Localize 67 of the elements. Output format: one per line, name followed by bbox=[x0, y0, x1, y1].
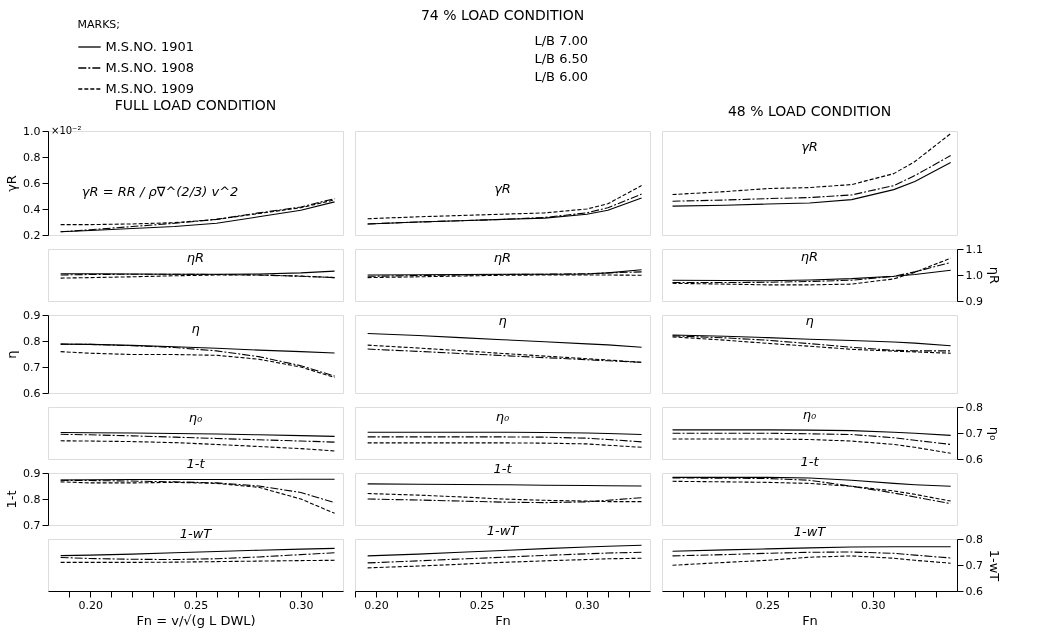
y-axis-title: γR bbox=[4, 175, 20, 192]
y-axis-title: 1-wT bbox=[986, 549, 1002, 582]
y-tick-label: 0.8 bbox=[23, 492, 41, 506]
annotation: ηR bbox=[493, 249, 512, 265]
annotation: 1-t bbox=[186, 456, 206, 472]
y-axis-title: 1-t bbox=[4, 490, 20, 509]
y-tick-label: 0.7 bbox=[23, 360, 41, 374]
y-axis-title: ηR bbox=[986, 266, 1002, 285]
annotation: ×10⁻² bbox=[51, 125, 82, 136]
y-tick-label: 0.6 bbox=[23, 176, 41, 190]
y-tick-label: 0.9 bbox=[965, 294, 983, 308]
text: L/B 7.00 bbox=[534, 33, 589, 48]
y-tick-label: 0.8 bbox=[23, 334, 41, 348]
y-tick-label: 0.7 bbox=[965, 426, 983, 440]
legend-title: MARKS; bbox=[77, 18, 121, 31]
chart-title: 48 % LOAD CONDITION bbox=[727, 103, 892, 119]
y-axis-title: η₀ bbox=[986, 426, 1002, 441]
annotation: η₀ bbox=[802, 406, 818, 422]
x-tick-label: 0.25 bbox=[755, 598, 781, 612]
annotation: 1-wT bbox=[486, 523, 520, 539]
annotation: η bbox=[805, 313, 814, 329]
y-tick-label: 1.1 bbox=[965, 242, 983, 256]
annotation: η₀ bbox=[188, 409, 204, 425]
x-axis-title: Fn bbox=[495, 612, 511, 628]
legend-label: M.S.NO. 1909 bbox=[105, 81, 195, 96]
y-tick-label: 0.4 bbox=[23, 202, 41, 216]
x-tick-label: 0.20 bbox=[78, 598, 103, 612]
annotation: 1-wT bbox=[793, 523, 827, 539]
x-tick-label: 0.30 bbox=[860, 598, 886, 612]
y-tick-label: 1.0 bbox=[965, 268, 983, 282]
y-tick-label: 1.0 bbox=[23, 124, 41, 138]
annotation: ηR bbox=[186, 249, 205, 265]
annotation: γR bbox=[494, 180, 511, 196]
annotation: η₀ bbox=[495, 409, 511, 425]
annotation: 1-t bbox=[800, 454, 820, 470]
y-tick-label: 0.6 bbox=[965, 452, 983, 466]
y-tick-label: 0.6 bbox=[23, 386, 41, 400]
y-tick-label: 0.7 bbox=[23, 518, 41, 532]
y-tick-label: 0.6 bbox=[965, 584, 983, 598]
y-tick-label: 0.8 bbox=[965, 532, 983, 546]
annotation: γR = RR / ρ∇^(2/3) v^2 bbox=[81, 184, 239, 200]
x-tick-label: 0.30 bbox=[575, 598, 600, 612]
annotation: ηR bbox=[800, 248, 819, 264]
chart-title: FULL LOAD CONDITION bbox=[114, 97, 277, 113]
annotation: η bbox=[191, 321, 200, 337]
chart-title: 74 % LOAD CONDITION bbox=[420, 7, 585, 23]
x-tick-label: 0.25 bbox=[183, 598, 209, 612]
y-tick-label: 0.8 bbox=[965, 400, 983, 414]
annotation: 1-t bbox=[493, 461, 513, 477]
x-tick-label: 0.20 bbox=[364, 598, 389, 612]
annotation: γR bbox=[801, 138, 818, 154]
y-tick-label: 0.2 bbox=[23, 228, 41, 242]
text: L/B 6.50 bbox=[534, 51, 589, 66]
annotation: η bbox=[498, 312, 507, 328]
y-axis-title: η bbox=[4, 350, 20, 359]
x-tick-label: 0.30 bbox=[289, 598, 314, 612]
x-tick-label: 0.25 bbox=[469, 598, 495, 612]
x-axis-title: Fn = v/√(g L DWL) bbox=[136, 612, 256, 628]
y-tick-label: 0.8 bbox=[23, 150, 41, 164]
legend-label: M.S.NO. 1901 bbox=[105, 39, 195, 54]
y-tick-label: 0.7 bbox=[965, 558, 983, 572]
y-tick-label: 0.9 bbox=[23, 466, 41, 480]
annotation: 1-wT bbox=[179, 526, 213, 542]
text: L/B 6.00 bbox=[534, 69, 589, 84]
legend-label: M.S.NO. 1908 bbox=[105, 60, 195, 75]
y-tick-label: 0.9 bbox=[23, 308, 41, 322]
x-axis-title: Fn bbox=[802, 612, 818, 628]
